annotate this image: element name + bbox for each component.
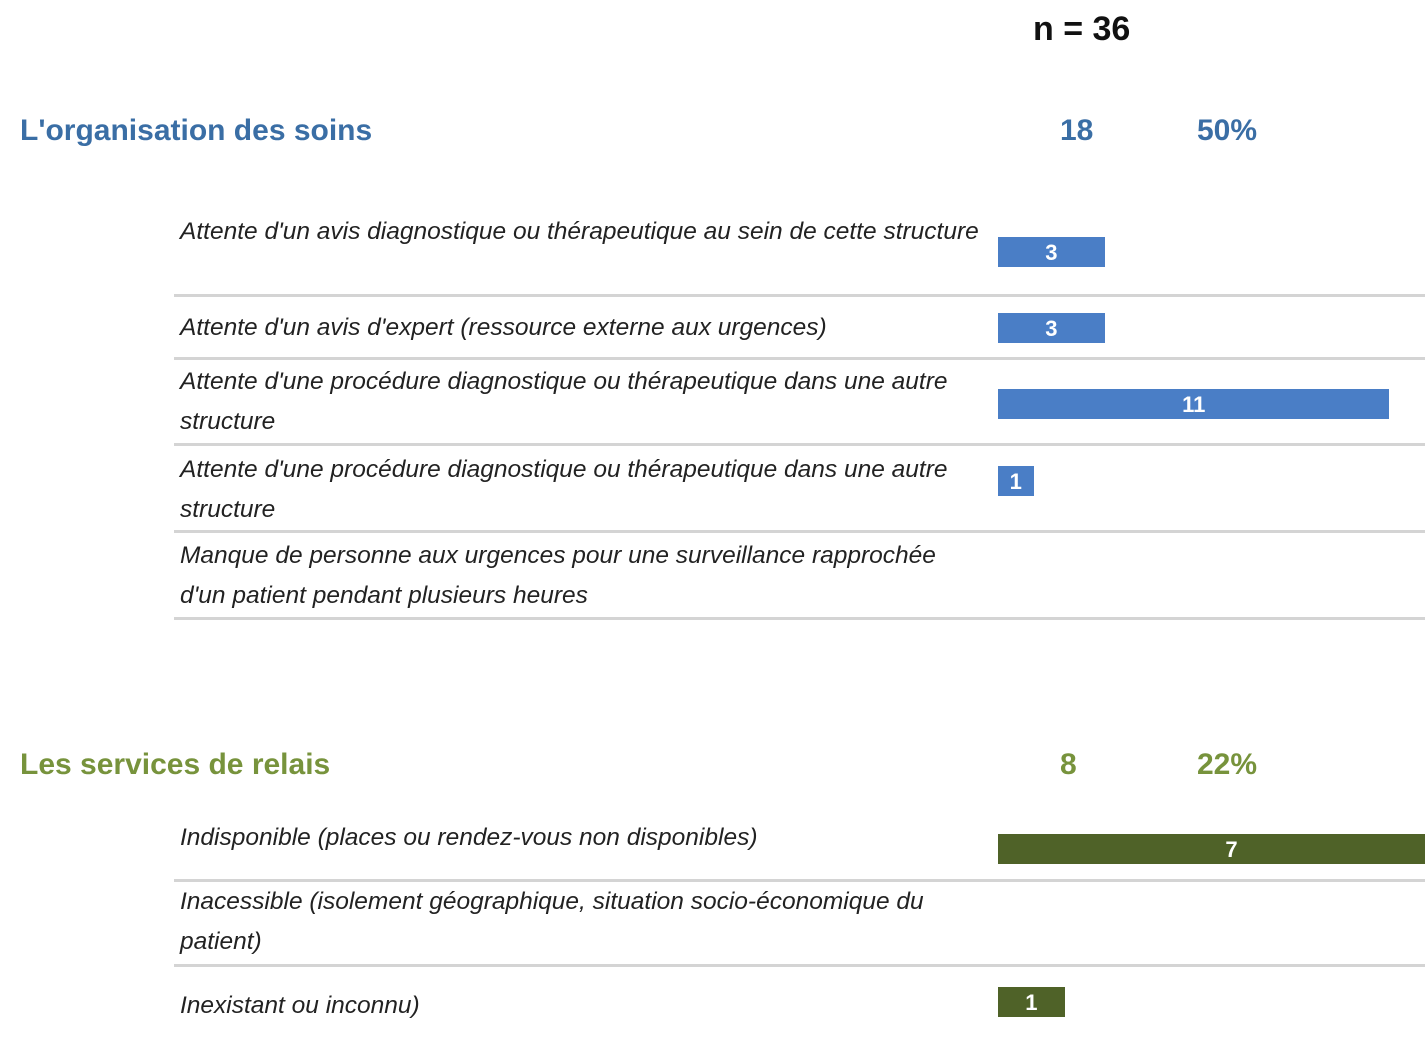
bar-value: 7 [1225, 837, 1238, 862]
bar: 1 [998, 466, 1034, 496]
bar-value: 1 [1025, 990, 1038, 1015]
section-percent: 50% [1197, 114, 1258, 147]
item-label: Manque de personne aux urgences pour une… [180, 542, 936, 609]
separator [174, 530, 1425, 533]
item-label: Inexistant ou inconnu) [180, 992, 420, 1019]
separator [174, 357, 1425, 360]
section-title: Les services de relais [20, 748, 331, 781]
section-count: 18 [1060, 114, 1094, 147]
bar-value: 1 [1009, 469, 1022, 494]
separator [174, 443, 1425, 446]
item-label: Attente d'une procédure diagnostique ou … [180, 456, 948, 523]
separator [174, 964, 1425, 967]
bar-value: 3 [1045, 316, 1058, 341]
sample-size: n = 36 [1033, 10, 1131, 48]
separator [174, 294, 1425, 297]
bar-value: 3 [1045, 240, 1058, 265]
separator [174, 879, 1425, 882]
section-count: 8 [1060, 748, 1077, 781]
bar-value: 11 [1182, 392, 1206, 417]
bar: 11 [998, 389, 1390, 419]
bar: 1 [998, 987, 1065, 1017]
bar: 3 [998, 237, 1105, 267]
item-label: Attente d'un avis diagnostique ou thérap… [180, 218, 979, 245]
item-label: Attente d'un avis d'expert (ressource ex… [180, 314, 827, 341]
bar: 7 [998, 834, 1425, 864]
item-label: Attente d'une procédure diagnostique ou … [180, 368, 948, 435]
item-label: Inacessible (isolement géographique, sit… [180, 888, 924, 955]
bar: 3 [998, 313, 1105, 343]
section-title: L'organisation des soins [20, 114, 373, 147]
section-percent: 22% [1197, 748, 1258, 781]
item-label: Indisponible (places ou rendez-vous non … [180, 824, 758, 851]
separator [174, 617, 1425, 620]
